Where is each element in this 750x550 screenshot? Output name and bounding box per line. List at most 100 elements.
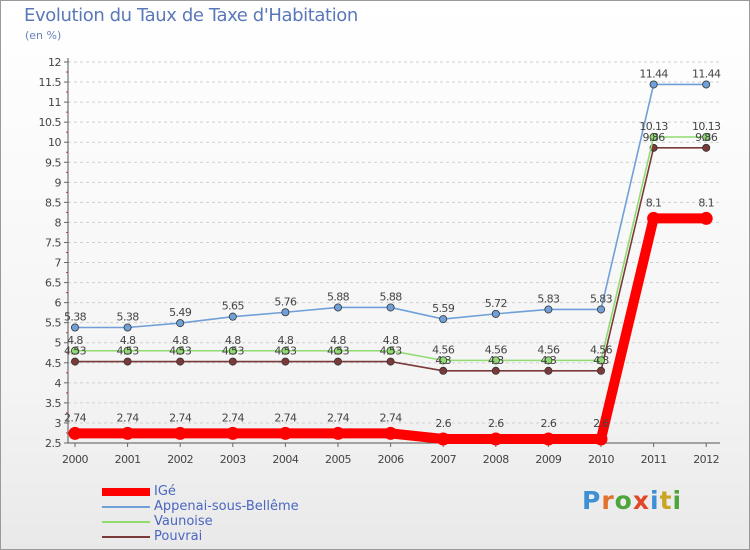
series-3-data-label: 4.53: [222, 345, 245, 358]
legend-item-ige: IGé: [102, 484, 362, 499]
series-1-point: [228, 312, 237, 321]
series-0-point: [384, 426, 398, 440]
x-tick-label: 2006: [378, 453, 404, 466]
y-tick-label: 12: [48, 56, 61, 69]
series-0-data-label: 2.74: [274, 411, 297, 424]
series-1-point: [71, 323, 80, 332]
series-3-data-label: 4.3: [488, 354, 504, 367]
series-1-data-label: 5.38: [117, 310, 140, 323]
series-0-data-label: 2.74: [380, 411, 403, 424]
series-3-point: [71, 357, 80, 366]
series-1-data-label: 5.59: [432, 302, 455, 315]
y-tick-label: 6.5: [45, 277, 61, 290]
series-1-data-label: 5.72: [485, 297, 507, 310]
series-2-point: [544, 356, 553, 365]
series-3-point: [702, 143, 711, 152]
series-0-point: [541, 432, 555, 446]
series-1-data-label: 5.88: [327, 290, 350, 303]
series-3-data-label: 9.86: [695, 131, 718, 144]
x-tick-label: 2011: [641, 453, 667, 466]
series-1-data-label: 5.49: [169, 306, 192, 319]
series-2-data-label: 4.8: [67, 334, 83, 347]
x-tick-label: 2010: [588, 453, 614, 466]
series-2-point: [333, 346, 342, 355]
series-3-point: [333, 357, 342, 366]
series-0-point: [594, 432, 608, 446]
series-0-data-label: 8.1: [646, 196, 662, 209]
series-0-point: [331, 426, 345, 440]
series-1-point: [702, 80, 711, 89]
legend-label-appenai: Appenai-sous-Bellême: [154, 499, 299, 514]
series-2-data-label: 4.8: [330, 334, 346, 347]
x-tick-label: 2002: [167, 453, 193, 466]
series-3-data-label: 4.53: [274, 345, 297, 358]
y-tick-label: 11.5: [39, 76, 62, 89]
series-1-point: [281, 308, 290, 317]
series-0-point: [173, 426, 187, 440]
series-3-point: [228, 357, 237, 366]
series-2-point: [649, 132, 658, 141]
series-0-data-label: 2.74: [222, 411, 245, 424]
series-1-point: [649, 80, 658, 89]
x-tick-label: 2004: [272, 453, 298, 466]
series-0-point: [278, 426, 292, 440]
line-chart: 2.5 3 3.5 4 4.5 5 5.5 6 6.5 7 7.5 8 8.5 9 9.5 10 10.5 11 1…: [39, 56, 722, 466]
series-1-data-label: 5.88: [380, 290, 403, 303]
series-3-point: [597, 366, 606, 375]
x-tick-label: 2009: [535, 453, 561, 466]
y-tick-label: 10: [48, 136, 61, 149]
series-2-data-label: 4.56: [485, 343, 508, 356]
y-tick-label: 4.5: [45, 357, 61, 370]
series-0-point: [489, 432, 503, 446]
x-tick-label: 2001: [115, 453, 141, 466]
series-2-data-label: 4.56: [590, 343, 613, 356]
series-2-point: [176, 346, 185, 355]
series-1-data-label: 5.65: [222, 300, 245, 313]
series-3-data-label: 4.3: [435, 354, 451, 367]
series-2-point: [597, 356, 606, 365]
series-0-point: [699, 211, 713, 225]
chart-legend: IGé Appenai-sous-Bellême Vaunoise Pouvra…: [102, 484, 362, 544]
series-1-data-label: 5.76: [274, 295, 297, 308]
logo-letter: t: [659, 486, 673, 515]
series-2-data-label: 10.13: [692, 120, 721, 133]
y-tick-label: 5.5: [45, 317, 61, 330]
series-3-point: [439, 366, 448, 375]
x-tick-label: 2003: [220, 453, 246, 466]
series-2-data-label: 4.8: [120, 334, 136, 347]
y-tick-label: 9.5: [45, 156, 61, 169]
series-2-data-label: 4.8: [225, 334, 241, 347]
series-1-point: [491, 309, 500, 318]
series-2-data-label: 4.8: [278, 334, 294, 347]
legend-label-ige: IGé: [154, 484, 176, 499]
series-0-data-label: 2.6: [541, 417, 557, 430]
series-3-point: [386, 357, 395, 366]
series-1-data-label: 5.83: [537, 292, 560, 305]
legend-swatch-ige: [102, 488, 150, 496]
logo-letter: i: [650, 486, 660, 515]
series-3-data-label: 4.53: [169, 345, 192, 358]
y-tick-label: 7: [55, 257, 62, 270]
y-tick-label: 3: [55, 417, 62, 430]
series-2-data-label: 10.13: [639, 120, 668, 133]
y-tick-label: 10.5: [39, 116, 62, 129]
series-0-data-label: 2.74: [327, 411, 350, 424]
series-3-point: [281, 357, 290, 366]
series-0-data-label: 2.74: [117, 411, 140, 424]
y-tick-label: 3.5: [45, 397, 61, 410]
x-tick-label: 2012: [693, 453, 719, 466]
series-3-data-label: 4.53: [380, 345, 403, 358]
logo-letter: r: [601, 486, 615, 515]
series-1-point: [123, 323, 132, 332]
series-2-data-label: 4.8: [172, 334, 188, 347]
proxiti-logo: Proxiti: [582, 486, 682, 515]
series-2-point: [386, 346, 395, 355]
series-1-point: [597, 305, 606, 314]
legend-swatch-pouvrai: [102, 536, 150, 538]
series-3-point: [544, 366, 553, 375]
logo-letter: P: [582, 486, 602, 515]
series-1-point: [439, 315, 448, 324]
y-tick-label: 8: [55, 216, 62, 229]
series-2-data-label: 4.8: [383, 334, 399, 347]
series-0-point: [647, 211, 661, 225]
